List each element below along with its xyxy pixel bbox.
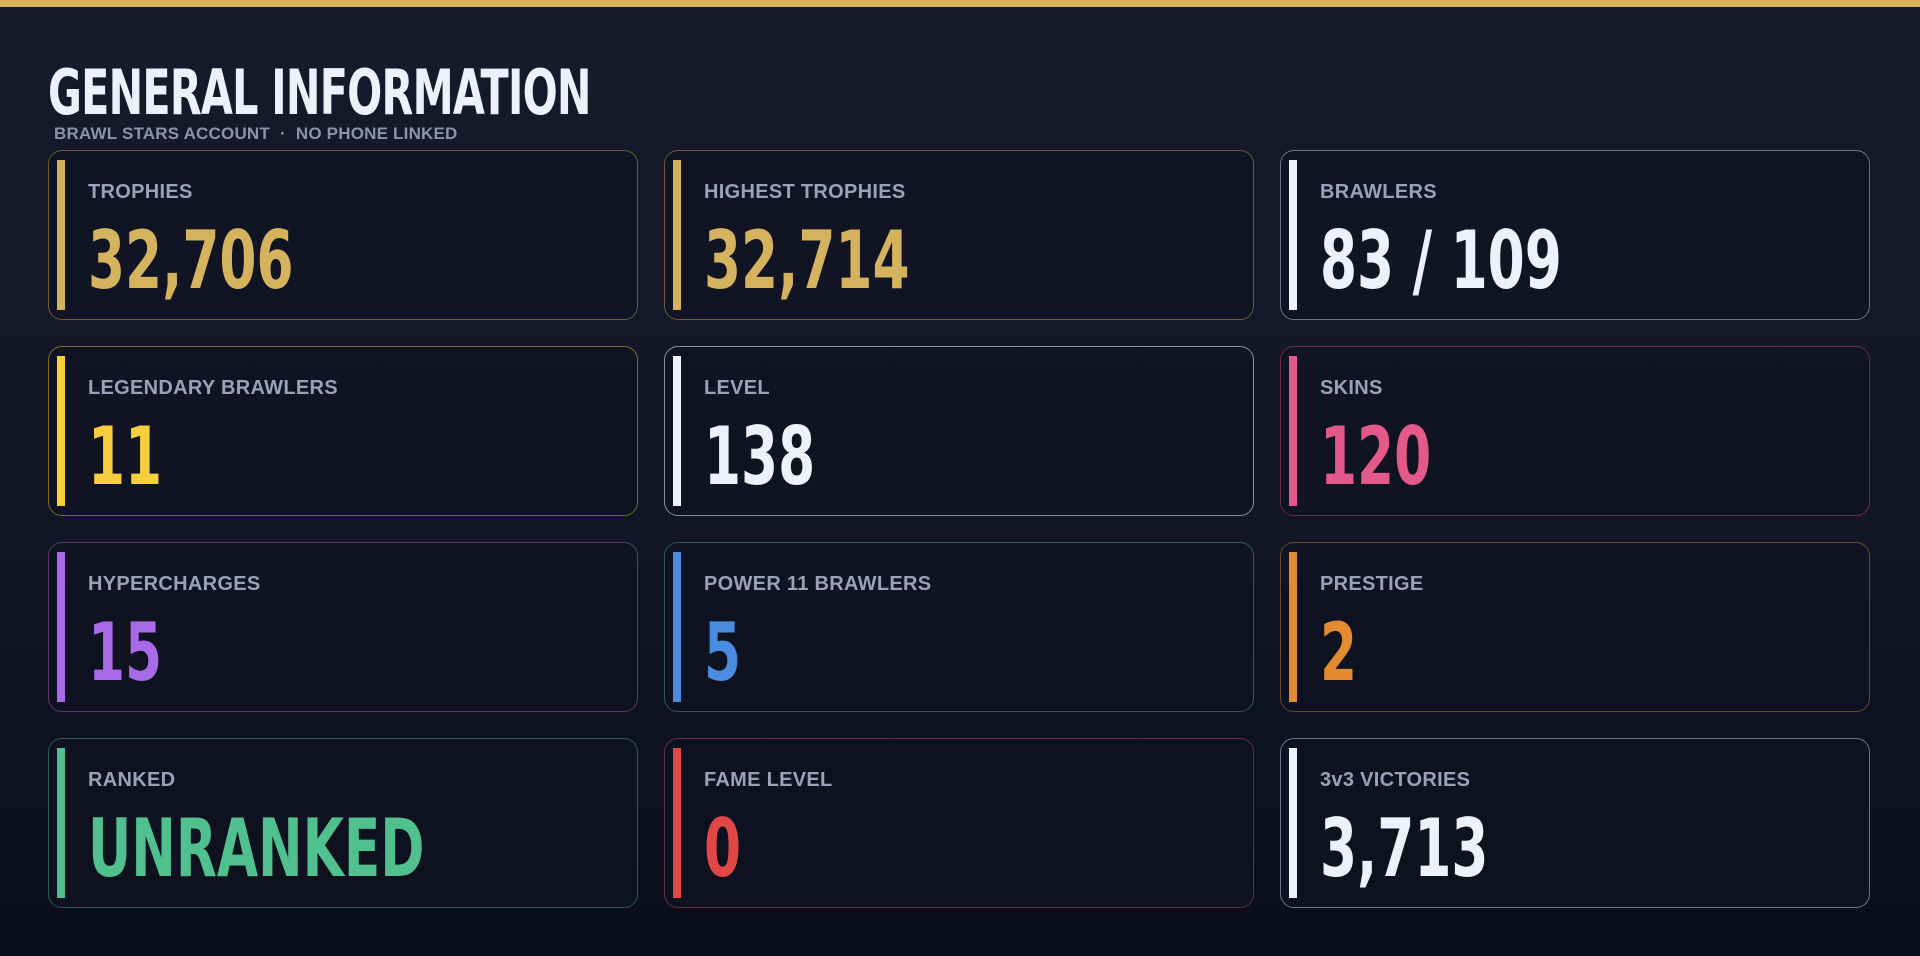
stat-value: 2 — [1320, 606, 1358, 699]
stat-label: 3v3 VICTORIES — [1320, 769, 1471, 791]
card-accent-bar — [57, 748, 65, 898]
stat-card-power-11-brawlers: POWER 11 BRAWLERS 5 — [664, 542, 1254, 712]
stat-label: POWER 11 BRAWLERS — [704, 573, 932, 595]
stat-value: 5 — [704, 606, 742, 699]
stat-value: 3,713 — [1320, 802, 1489, 895]
stat-label: FAME LEVEL — [704, 769, 833, 791]
stat-value: 138 — [704, 410, 816, 503]
stat-label: HYPERCHARGES — [88, 573, 261, 595]
stat-label: LEVEL — [704, 377, 770, 399]
subtitle-separator: · — [279, 124, 286, 143]
card-accent-bar — [673, 552, 681, 702]
stat-card-prestige: PRESTIGE 2 — [1280, 542, 1870, 712]
card-accent-bar — [673, 160, 681, 310]
stat-card-highest-trophies: HIGHEST TROPHIES 32,714 — [664, 150, 1254, 320]
card-accent-bar — [57, 356, 65, 506]
stat-card-trophies: TROPHIES 32,706 — [48, 150, 638, 320]
stat-card-fame-level: FAME LEVEL 0 — [664, 738, 1254, 908]
stat-label: LEGENDARY BRAWLERS — [88, 377, 338, 399]
stat-card-3v3-victories: 3v3 VICTORIES 3,713 — [1280, 738, 1870, 908]
stat-value: UNRANKED — [88, 802, 425, 895]
card-accent-bar — [57, 160, 65, 310]
stat-label: RANKED — [88, 769, 176, 791]
stat-label: TROPHIES — [88, 181, 193, 203]
card-accent-bar — [1289, 160, 1297, 310]
card-accent-bar — [57, 552, 65, 702]
stat-card-skins: SKINS 120 — [1280, 346, 1870, 516]
stat-value: 11 — [88, 410, 163, 503]
page-header: GENERAL INFORMATION BRAWL STARS ACCOUNT ·… — [48, 56, 781, 144]
card-accent-bar — [1289, 552, 1297, 702]
stat-value: 0 — [704, 802, 742, 895]
account-type-label: BRAWL STARS ACCOUNT — [54, 124, 270, 143]
stat-card-brawlers: BRAWLERS 83 / 109 — [1280, 150, 1870, 320]
stat-card-ranked: RANKED UNRANKED — [48, 738, 638, 908]
page-title: GENERAL INFORMATION — [48, 56, 591, 129]
stats-grid: TROPHIES 32,706 HIGHEST TROPHIES 32,714 … — [48, 150, 1870, 908]
stat-label: BRAWLERS — [1320, 181, 1437, 203]
stat-label: HIGHEST TROPHIES — [704, 181, 906, 203]
stat-card-legendary-brawlers: LEGENDARY BRAWLERS 11 — [48, 346, 638, 516]
top-accent-bar — [0, 0, 1920, 7]
card-accent-bar — [1289, 356, 1297, 506]
stat-card-hypercharges: HYPERCHARGES 15 — [48, 542, 638, 712]
card-accent-bar — [1289, 748, 1297, 898]
stat-value: 32,714 — [704, 214, 910, 307]
stat-card-level: LEVEL 138 — [664, 346, 1254, 516]
stat-value: 83 / 109 — [1320, 214, 1562, 307]
page-subtitle: BRAWL STARS ACCOUNT · NO PHONE LINKED — [54, 124, 458, 144]
phone-status-label: NO PHONE LINKED — [295, 124, 458, 143]
stat-value: 32,706 — [88, 214, 294, 307]
card-accent-bar — [673, 356, 681, 506]
stat-value: 120 — [1320, 410, 1432, 503]
card-accent-bar — [673, 748, 681, 898]
stat-label: PRESTIGE — [1320, 573, 1424, 595]
stat-value: 15 — [88, 606, 163, 699]
stat-label: SKINS — [1320, 377, 1383, 399]
